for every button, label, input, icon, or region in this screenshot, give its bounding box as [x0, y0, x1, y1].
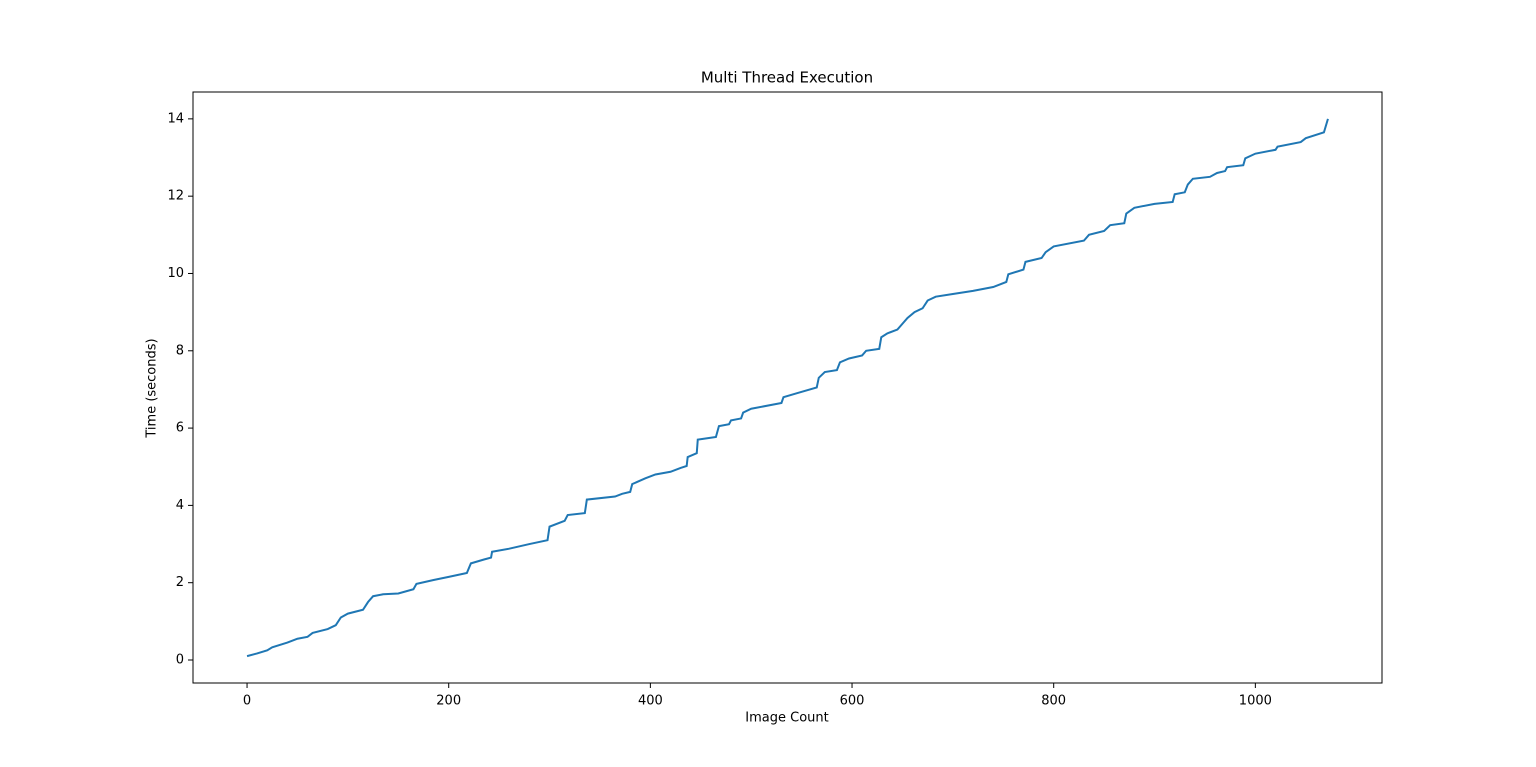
- plot-frame: [192, 91, 1383, 684]
- x-axis-label: Image Count: [745, 711, 828, 726]
- x-tick-label: 1000: [1239, 694, 1272, 709]
- x-tick-label: 400: [638, 694, 663, 709]
- x-tick-label: 800: [1041, 694, 1066, 709]
- x-tick-label: 200: [436, 694, 461, 709]
- y-axis-label: Time (seconds): [145, 338, 160, 438]
- chart-title: Multi Thread Execution: [701, 69, 873, 87]
- y-tick-label: 8: [176, 343, 184, 358]
- y-tick-label: 4: [176, 498, 184, 513]
- x-tick-label: 0: [243, 694, 251, 709]
- data-line: [246, 118, 1329, 658]
- y-tick-label: 6: [176, 421, 184, 436]
- y-tick-label: 2: [176, 575, 184, 590]
- y-tick-label: 0: [176, 653, 184, 668]
- y-tick-label: 10: [167, 266, 184, 281]
- y-tick-label: 12: [167, 189, 184, 204]
- y-tick-label: 14: [167, 111, 184, 126]
- x-tick-label: 600: [840, 694, 865, 709]
